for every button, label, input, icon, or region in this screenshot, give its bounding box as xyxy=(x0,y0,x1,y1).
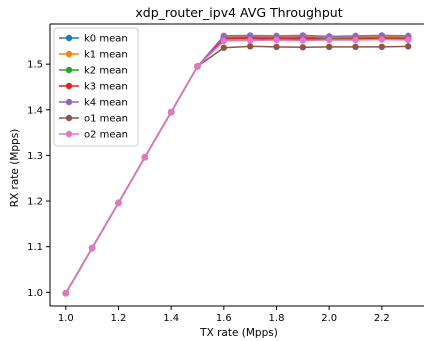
data-point xyxy=(220,37,228,45)
data-point xyxy=(246,32,254,39)
data-point xyxy=(404,36,412,44)
x-axis-label: TX rate (Mpps) xyxy=(199,327,278,339)
data-point xyxy=(246,43,254,50)
legend-label: o1 mean xyxy=(84,114,128,125)
data-point xyxy=(325,43,333,51)
legend-label: k3 mean xyxy=(84,82,128,93)
legend-item: k2 mean xyxy=(59,66,128,77)
legend-swatch-marker xyxy=(65,130,73,138)
legend-swatch-marker xyxy=(65,82,73,90)
legend-label: k2 mean xyxy=(84,66,128,77)
legend-item: k3 mean xyxy=(59,82,128,93)
y-tick-label: 1.1 xyxy=(27,242,43,253)
legend-box xyxy=(53,27,139,147)
data-point xyxy=(246,37,254,44)
data-point xyxy=(141,154,149,161)
series-line xyxy=(65,38,409,294)
x-tick-label: 2.2 xyxy=(374,313,390,324)
legend-label: k0 mean xyxy=(84,34,128,45)
y-tick-label: 1.3 xyxy=(27,151,43,162)
x-tick-label: 1.4 xyxy=(163,313,179,324)
plot-area: 1.0 1.2 1.4 1.6 1.8 2.0 2.2 1.0 1.1 1.2 1.3 1.4 1.5 xyxy=(27,23,424,324)
x-tick-label: 2.0 xyxy=(321,313,337,324)
data-point xyxy=(299,37,307,44)
legend-item: k0 mean xyxy=(59,34,128,45)
data-point xyxy=(273,43,280,51)
data-point xyxy=(404,43,412,50)
legend-label: k1 mean xyxy=(84,50,128,61)
data-point xyxy=(194,63,201,70)
chart-title: xdp_router_ipv4 AVG Throughput xyxy=(135,5,342,20)
data-point xyxy=(352,36,359,44)
y-tick-label: 1.5 xyxy=(27,60,43,71)
x-tick-label: 1.2 xyxy=(111,313,127,324)
legend-swatch-marker xyxy=(65,66,73,74)
series-o2-mean xyxy=(62,36,412,297)
legend-item: o1 mean xyxy=(59,114,128,125)
data-point xyxy=(167,108,175,116)
legend-swatch-marker xyxy=(65,50,73,58)
x-tick-label: 1.8 xyxy=(269,313,285,324)
y-tick-label: 1.4 xyxy=(27,105,43,116)
data-point xyxy=(378,43,386,51)
legend-label: o2 mean xyxy=(84,130,128,141)
data-point xyxy=(352,43,359,51)
data-point xyxy=(299,32,307,39)
legend-item: o2 mean xyxy=(59,130,128,141)
data-point xyxy=(220,44,228,51)
x-tick-label: 1.6 xyxy=(216,313,232,324)
data-point xyxy=(115,199,122,207)
legend-item: k1 mean xyxy=(59,50,128,61)
legend-item: k4 mean xyxy=(59,98,128,109)
data-point xyxy=(273,36,280,44)
data-point xyxy=(299,44,307,51)
legend-swatch-marker xyxy=(65,34,73,42)
data-point xyxy=(62,290,70,297)
y-tick-label: 1.2 xyxy=(27,197,43,208)
legend-swatch-marker xyxy=(65,114,73,122)
y-axis-label: RX rate (Mpps) xyxy=(9,129,21,208)
data-point xyxy=(378,36,386,43)
y-tick-label: 1.0 xyxy=(27,288,43,299)
data-point xyxy=(88,244,96,252)
data-point xyxy=(220,32,228,40)
data-point xyxy=(325,36,333,44)
legend-label: k4 mean xyxy=(84,98,128,109)
legend: k0 mean k1 mean k2 mean k3 mean k4 mean o1 me… xyxy=(53,27,139,147)
legend-swatch-marker xyxy=(65,98,73,106)
x-tick-label: 1.0 xyxy=(58,313,74,324)
